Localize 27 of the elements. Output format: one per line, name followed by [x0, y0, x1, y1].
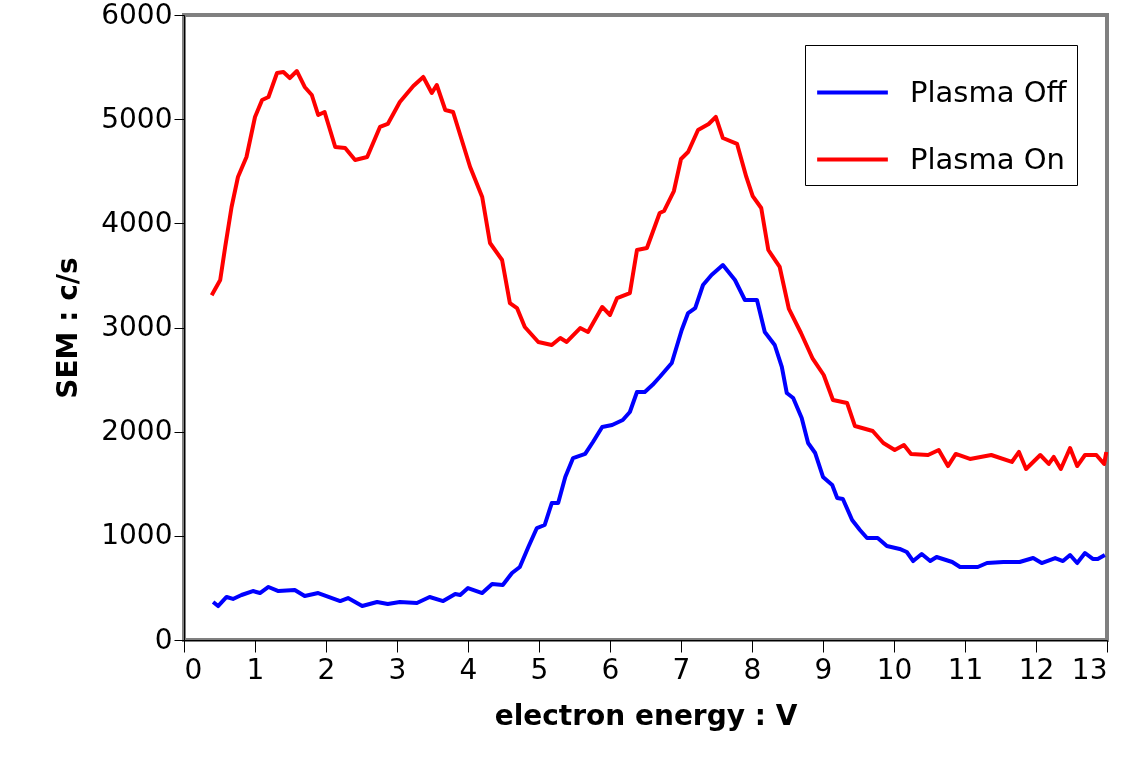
line-series [211, 263, 1107, 609]
x-tick-label: 11 [947, 652, 984, 686]
y-axis-title: SEM : c/s [51, 257, 85, 399]
x-tick-label: 0 [184, 652, 203, 686]
x-tick-label: 2 [317, 652, 336, 686]
x-tick-label: 13 [1071, 652, 1108, 686]
y-tick-label: 3000 [101, 310, 173, 343]
x-tick-label: 5 [530, 652, 549, 686]
y-tick-label: 2000 [101, 414, 173, 448]
y-tick-label: 4000 [101, 205, 173, 239]
x-tick-label: 7 [672, 652, 691, 686]
line-series [209, 69, 1109, 471]
y-tick-label: 5000 [101, 101, 173, 135]
legend-label: Plasma Off [910, 74, 1068, 109]
x-tick-label: 4 [459, 652, 478, 686]
x-tick-label: 12 [1018, 652, 1055, 686]
y-tick-label: 0 [154, 622, 173, 656]
y-tick-label: 1000 [101, 518, 173, 552]
x-tick-label: 3 [388, 652, 407, 686]
legend-label: Plasma On [910, 141, 1065, 176]
x-tick-label: 8 [743, 652, 762, 686]
x-tick-label: 1 [246, 652, 265, 686]
y-tick-label: 6000 [101, 0, 173, 31]
x-tick-label: 9 [814, 652, 833, 686]
x-tick-label: 10 [876, 652, 913, 686]
x-tick-label: 6 [601, 652, 620, 686]
x-axis-title: electron energy : V [494, 698, 798, 732]
